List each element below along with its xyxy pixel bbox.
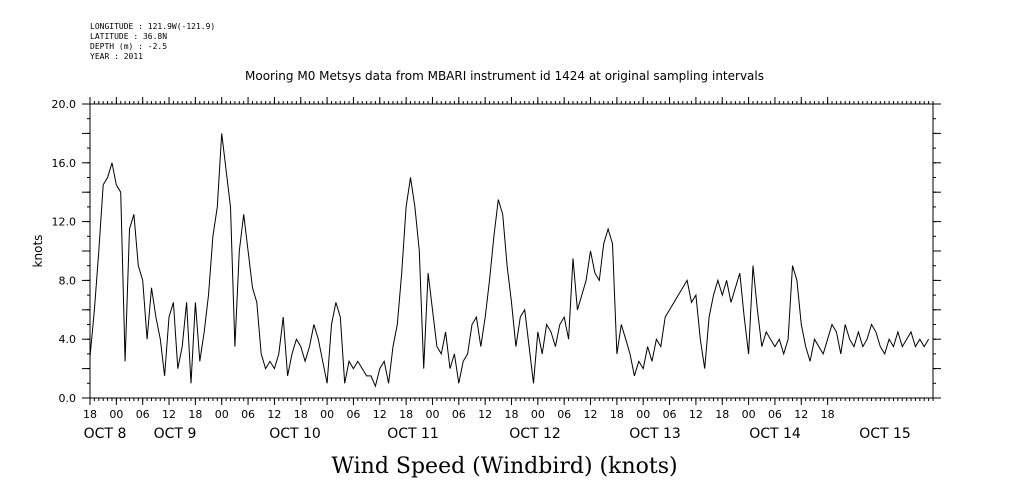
x-tick-label: 18 bbox=[505, 408, 519, 421]
x-tick-label: 18 bbox=[821, 408, 835, 421]
x-tick-label: 12 bbox=[478, 408, 492, 421]
y-tick-label: 4.0 bbox=[59, 333, 77, 346]
x-tick-label: 00 bbox=[215, 408, 229, 421]
longitude-label: LONGITUDE : 121.9W(-121.9) bbox=[90, 22, 216, 31]
x-tick-label: 06 bbox=[241, 408, 255, 421]
x-date-label: OCT 14 bbox=[749, 426, 801, 442]
x-tick-label: 06 bbox=[768, 408, 782, 421]
x-tick-label: 00 bbox=[425, 408, 439, 421]
x-date-label: OCT 9 bbox=[154, 426, 197, 442]
x-tick-label: 00 bbox=[742, 408, 756, 421]
chart-bottom-title: Wind Speed (Windbird) (knots) bbox=[331, 454, 678, 479]
x-date-label: OCT 15 bbox=[859, 426, 911, 442]
depth-label: DEPTH (m) : -2.5 bbox=[90, 42, 168, 51]
x-tick-label: 18 bbox=[83, 408, 97, 421]
y-tick-label: 16.0 bbox=[52, 157, 77, 170]
x-tick-label: 12 bbox=[584, 408, 598, 421]
x-tick-label: 00 bbox=[531, 408, 545, 421]
x-date-label: OCT 13 bbox=[629, 426, 681, 442]
x-tick-label: 12 bbox=[689, 408, 703, 421]
x-tick-label: 06 bbox=[557, 408, 571, 421]
x-tick-label: 18 bbox=[715, 408, 729, 421]
x-tick-label: 12 bbox=[162, 408, 176, 421]
x-tick-label: 12 bbox=[794, 408, 808, 421]
x-tick-label: 12 bbox=[267, 408, 281, 421]
x-tick-label: 06 bbox=[346, 408, 360, 421]
y-tick-label: 0.0 bbox=[59, 392, 77, 405]
x-tick-label: 06 bbox=[663, 408, 677, 421]
x-tick-label: 00 bbox=[109, 408, 123, 421]
y-tick-label: 12.0 bbox=[52, 216, 77, 229]
chart-title: Mooring M0 Metsys data from MBARI instru… bbox=[245, 69, 764, 83]
year-label: YEAR : 2011 bbox=[90, 52, 143, 61]
wind-speed-series-line bbox=[89, 133, 930, 388]
x-tick-label: 06 bbox=[136, 408, 150, 421]
latitude-label: LATITUDE : 36.8N bbox=[90, 32, 168, 41]
x-date-label: OCT 11 bbox=[387, 426, 439, 442]
y-tick-label: 20.0 bbox=[52, 98, 77, 111]
x-tick-label: 18 bbox=[188, 408, 202, 421]
x-tick-label: 18 bbox=[294, 408, 308, 421]
x-date-label: OCT 10 bbox=[269, 426, 321, 442]
x-tick-label: 00 bbox=[320, 408, 334, 421]
y-tick-label: 8.0 bbox=[59, 274, 77, 287]
x-tick-label: 06 bbox=[452, 408, 466, 421]
x-tick-label: 12 bbox=[373, 408, 387, 421]
x-date-label: OCT 8 bbox=[84, 426, 127, 442]
y-axis-label: knots bbox=[31, 235, 45, 268]
plot-frame bbox=[89, 103, 934, 399]
header-meta: LONGITUDE : 121.9W(-121.9) LATITUDE : 36… bbox=[90, 22, 215, 62]
x-tick-label: 18 bbox=[399, 408, 413, 421]
x-tick-label: 18 bbox=[610, 408, 624, 421]
x-date-label: OCT 12 bbox=[509, 426, 561, 442]
x-tick-label: 00 bbox=[636, 408, 650, 421]
